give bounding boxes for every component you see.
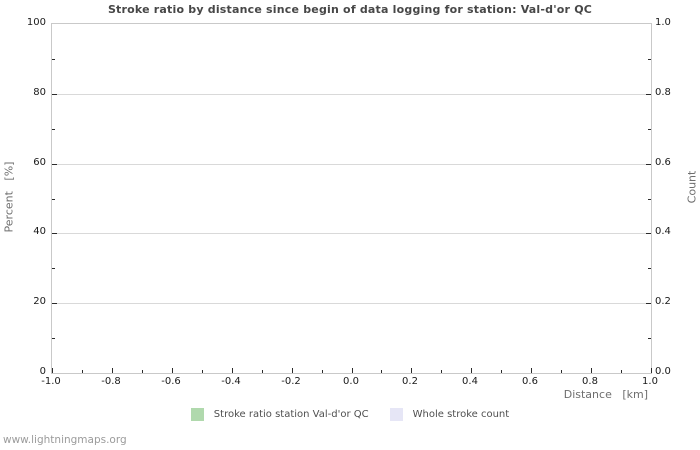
gridline bbox=[52, 164, 651, 165]
x-axis-major-tick bbox=[52, 368, 53, 373]
y-axis-left-title: Percent [%] bbox=[2, 161, 16, 233]
whole-count-swatch-icon bbox=[389, 408, 403, 421]
x-axis-tick-label: 0.0 bbox=[343, 376, 359, 387]
x-axis-major-tick bbox=[411, 368, 412, 373]
y-axis-right-minor-tick bbox=[648, 59, 651, 60]
y-axis-left-major-tick bbox=[52, 94, 57, 95]
x-axis-tick-label: 0.6 bbox=[522, 376, 538, 387]
chart-title: Stroke ratio by distance since begin of … bbox=[107, 3, 593, 16]
legend: Stroke ratio station Val-d'or QC Whole s… bbox=[0, 408, 700, 421]
x-axis-major-tick bbox=[232, 368, 233, 373]
y-axis-left-minor-tick bbox=[52, 59, 55, 60]
x-axis-major-tick bbox=[172, 368, 173, 373]
x-axis-major-tick bbox=[352, 368, 353, 373]
x-axis-major-tick bbox=[471, 368, 472, 373]
y-axis-right-minor-tick bbox=[648, 129, 651, 130]
legend-label-stroke-ratio: Stroke ratio station Val-d'or QC bbox=[213, 409, 369, 420]
x-axis-tick-label: -0.4 bbox=[221, 376, 241, 387]
x-axis-tick-label: -0.2 bbox=[281, 376, 301, 387]
plot-area bbox=[51, 23, 652, 374]
x-axis-minor-tick bbox=[621, 370, 622, 373]
y-axis-left-minor-tick bbox=[52, 268, 55, 269]
x-axis-minor-tick bbox=[322, 370, 323, 373]
x-axis-minor-tick bbox=[142, 370, 143, 373]
x-axis-tick-label: 1.0 bbox=[642, 376, 658, 387]
gridline bbox=[52, 303, 651, 304]
x-axis-major-tick bbox=[112, 368, 113, 373]
y-axis-right-major-tick bbox=[646, 303, 651, 304]
y-axis-left-major-tick bbox=[52, 303, 57, 304]
y-axis-left-tick-label: 20 bbox=[33, 296, 46, 307]
y-axis-right-tick-label: 0.6 bbox=[655, 157, 671, 168]
x-axis-minor-tick bbox=[202, 370, 203, 373]
legend-item-whole-count: Whole stroke count bbox=[389, 408, 510, 421]
legend-label-whole-count: Whole stroke count bbox=[412, 409, 510, 420]
x-axis-minor-tick bbox=[262, 370, 263, 373]
y-axis-right-minor-tick bbox=[648, 199, 651, 200]
y-axis-right-tick-label: 0.8 bbox=[655, 87, 671, 98]
y-axis-left-tick-label: 100 bbox=[26, 17, 46, 28]
legend-item-stroke-ratio: Stroke ratio station Val-d'or QC bbox=[190, 408, 369, 421]
x-axis-tick-label: 0.8 bbox=[582, 376, 598, 387]
gridline bbox=[52, 94, 651, 95]
x-axis-tick-label: -0.8 bbox=[101, 376, 121, 387]
y-axis-right-tick-label: 0.4 bbox=[655, 226, 671, 237]
x-axis-minor-tick bbox=[501, 370, 502, 373]
y-axis-left-major-tick bbox=[52, 164, 57, 165]
y-axis-left-tick-label: 80 bbox=[33, 87, 46, 98]
x-axis-tick-label: 0.2 bbox=[402, 376, 418, 387]
x-axis-minor-tick bbox=[82, 370, 83, 373]
y-axis-right-major-tick bbox=[646, 164, 651, 165]
x-axis-tick-label: -0.6 bbox=[161, 376, 181, 387]
x-axis-tick-label: -1.0 bbox=[41, 376, 61, 387]
x-axis-minor-tick bbox=[441, 370, 442, 373]
x-axis-major-tick bbox=[591, 368, 592, 373]
y-axis-left-major-tick bbox=[52, 233, 57, 234]
x-axis-minor-tick bbox=[561, 370, 562, 373]
x-axis-major-tick bbox=[292, 368, 293, 373]
y-axis-left-minor-tick bbox=[52, 129, 55, 130]
y-axis-left-tick-label: 0 bbox=[39, 366, 46, 377]
y-axis-right-tick-label: 1.0 bbox=[655, 17, 671, 28]
y-axis-left-minor-tick bbox=[52, 199, 55, 200]
watermark: www.lightningmaps.org bbox=[3, 434, 127, 446]
y-axis-right-major-tick bbox=[646, 94, 651, 95]
y-axis-right-major-tick bbox=[646, 233, 651, 234]
gridline bbox=[52, 233, 651, 234]
y-axis-left-minor-tick bbox=[52, 338, 55, 339]
y-axis-right-minor-tick bbox=[648, 338, 651, 339]
y-axis-right-minor-tick bbox=[648, 268, 651, 269]
y-axis-left-tick-label: 60 bbox=[33, 157, 46, 168]
stroke-ratio-swatch-icon bbox=[190, 408, 204, 421]
x-axis-title: Distance [km] bbox=[563, 388, 648, 401]
x-axis-major-tick bbox=[651, 368, 652, 373]
y-axis-left-tick-label: 40 bbox=[33, 226, 46, 237]
y-axis-right-tick-label: 0.0 bbox=[655, 366, 671, 377]
x-axis-major-tick bbox=[531, 368, 532, 373]
x-axis-tick-label: 0.4 bbox=[462, 376, 478, 387]
y-axis-right-tick-label: 0.2 bbox=[655, 296, 671, 307]
y-axis-right-title: Count bbox=[685, 170, 699, 204]
x-axis-minor-tick bbox=[381, 370, 382, 373]
